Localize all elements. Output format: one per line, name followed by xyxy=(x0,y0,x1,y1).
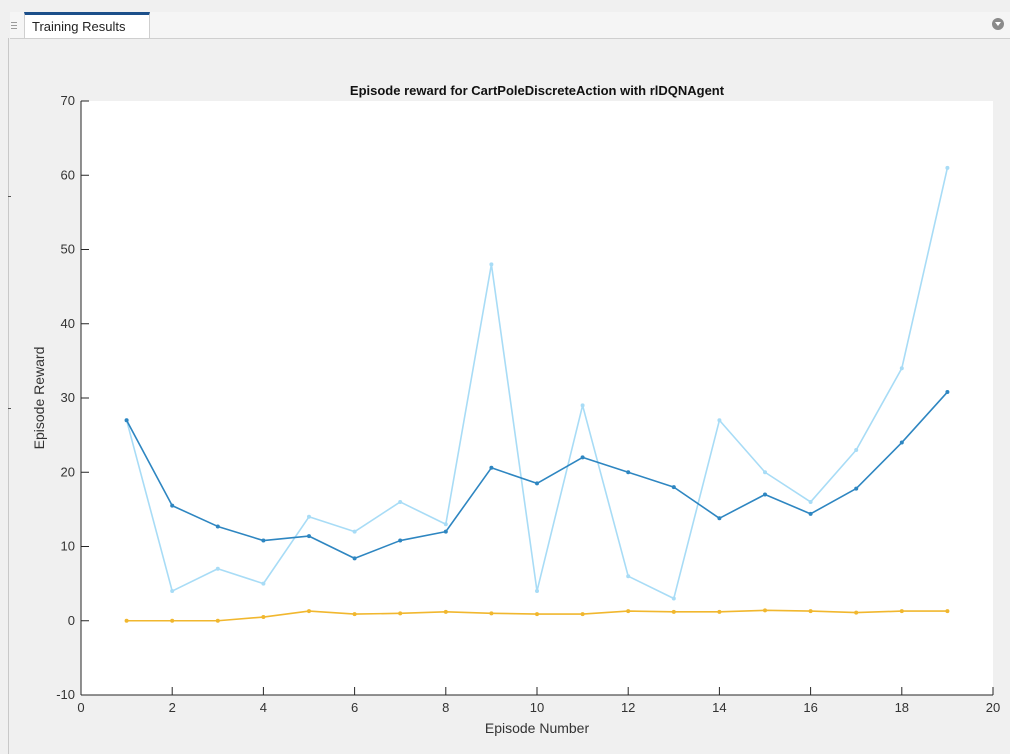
left-rail xyxy=(0,38,10,754)
data-point xyxy=(945,609,950,614)
data-point xyxy=(307,514,311,519)
x-tick-label: 10 xyxy=(530,700,544,715)
data-point xyxy=(535,481,539,486)
tab-training-results[interactable]: Training Results xyxy=(24,12,150,38)
y-tick-label: -10 xyxy=(56,687,75,702)
data-point xyxy=(808,609,813,614)
data-point xyxy=(580,455,585,460)
figure-panel: 0 2 4 6 8 10 12 14 16 18 20 -10 0 10 20 30 40 50 60 70 Epis… xyxy=(11,39,1010,754)
drag-grip-icon[interactable] xyxy=(10,16,18,34)
data-point xyxy=(854,447,859,452)
data-point xyxy=(854,610,859,615)
data-point xyxy=(945,390,950,395)
x-tick-label: 16 xyxy=(803,700,817,715)
data-point xyxy=(215,524,220,529)
tab-label: Training Results xyxy=(32,19,126,34)
y-tick-label: 40 xyxy=(61,316,75,331)
x-tick-label: 2 xyxy=(169,700,176,715)
data-point xyxy=(215,566,220,571)
data-point xyxy=(170,589,175,594)
window-top-bar xyxy=(0,0,1010,12)
rail-marker xyxy=(8,408,11,409)
data-point xyxy=(899,440,904,445)
data-point xyxy=(899,609,904,614)
data-point xyxy=(626,470,631,475)
data-point xyxy=(763,470,767,475)
series-layer xyxy=(124,165,950,623)
data-point xyxy=(535,612,539,617)
x-axis-label: Episode Number xyxy=(485,720,590,736)
data-point xyxy=(170,618,175,623)
data-point xyxy=(307,534,311,539)
data-point xyxy=(626,609,631,614)
data-point xyxy=(763,492,767,497)
y-tick-label: 70 xyxy=(61,93,75,108)
data-point xyxy=(398,499,403,504)
y-tick-label: 10 xyxy=(61,539,75,554)
data-point xyxy=(398,538,403,543)
data-point xyxy=(261,538,266,543)
data-point xyxy=(352,612,357,617)
data-point xyxy=(626,574,631,579)
chart-title: Episode reward for CartPoleDiscreteActio… xyxy=(350,83,725,98)
x-tick-label: 20 xyxy=(986,700,1000,715)
data-point xyxy=(717,418,722,423)
data-point xyxy=(352,529,357,534)
data-point xyxy=(717,516,722,521)
y-tick-label: 60 xyxy=(61,167,75,182)
data-point xyxy=(580,612,585,617)
data-point xyxy=(261,615,266,620)
data-point xyxy=(717,609,722,614)
left-divider xyxy=(8,38,9,754)
y-tick-label: 20 xyxy=(61,464,75,479)
x-tick-label: 8 xyxy=(442,700,449,715)
x-tick-label: 12 xyxy=(621,700,635,715)
data-point xyxy=(808,499,813,504)
data-point xyxy=(899,366,904,371)
data-point xyxy=(398,611,403,616)
data-point xyxy=(489,611,494,616)
data-point xyxy=(307,609,311,614)
data-point xyxy=(443,522,448,527)
x-tick-label: 4 xyxy=(260,700,267,715)
y-tick-label: 30 xyxy=(61,390,75,405)
data-point xyxy=(124,618,129,623)
data-point xyxy=(671,609,676,614)
x-tick-label: 18 xyxy=(895,700,909,715)
data-point xyxy=(124,418,129,423)
data-point xyxy=(215,618,220,623)
x-tick-label: 6 xyxy=(351,700,358,715)
data-point xyxy=(763,608,767,613)
y-tick-label: 50 xyxy=(61,242,75,257)
data-point xyxy=(443,609,448,614)
data-point xyxy=(489,262,494,267)
x-tick-label: 14 xyxy=(712,700,726,715)
data-point xyxy=(671,485,676,490)
data-point xyxy=(535,589,539,594)
tab-strip: Training Results xyxy=(10,12,1010,39)
rail-marker xyxy=(8,196,11,197)
data-point xyxy=(854,486,859,491)
data-point xyxy=(352,556,357,561)
data-point xyxy=(580,403,585,408)
panel-menu-icon[interactable] xyxy=(992,18,1004,30)
data-point xyxy=(671,596,676,601)
data-point xyxy=(443,529,448,534)
y-axis-label: Episode Reward xyxy=(31,347,47,450)
plot-area xyxy=(81,101,993,695)
x-tick-label: 0 xyxy=(77,700,84,715)
data-point xyxy=(261,581,266,586)
y-tick-label: 0 xyxy=(68,613,75,628)
data-point xyxy=(808,511,813,516)
data-point xyxy=(170,503,175,508)
data-point xyxy=(945,165,950,170)
data-point xyxy=(489,465,494,470)
